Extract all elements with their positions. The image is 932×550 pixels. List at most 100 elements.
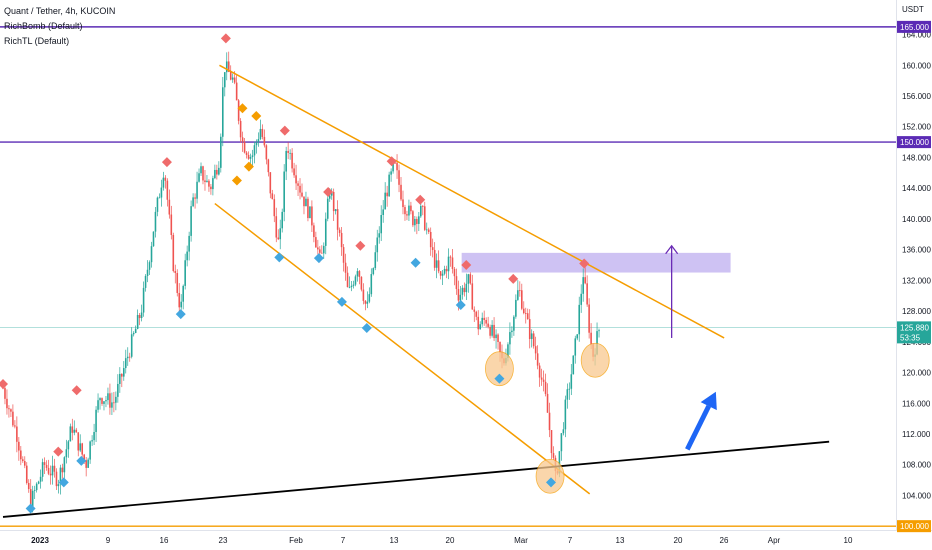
candle-body [301, 192, 303, 197]
candle-body [313, 225, 315, 238]
candle-body [103, 401, 105, 404]
candle-body [584, 277, 586, 284]
candle-body [374, 252, 377, 269]
candle-body [418, 216, 420, 224]
indicator-richtl[interactable]: RichTL (Default) [4, 36, 70, 46]
signal-diamond-marker[interactable] [455, 299, 466, 310]
candle-body [507, 344, 509, 358]
candle-body [281, 211, 284, 229]
time-tick-label: 26 [720, 536, 729, 545]
price-tick-label: 148.000 [902, 153, 931, 162]
candle-body [542, 379, 545, 382]
upper-channel-line[interactable] [219, 64, 725, 339]
signal-diamond-marker[interactable] [415, 194, 426, 205]
signal-diamond-marker[interactable] [243, 161, 254, 172]
candle-body [568, 388, 571, 390]
time-tick-label: Mar [514, 536, 528, 545]
time-tick-label: 9 [106, 536, 111, 545]
candle-body [287, 150, 289, 153]
time-axis[interactable]: 2023 9 16 23 Feb 7 13 20 Mar 7 13 20 26 Apr 10 [31, 536, 853, 545]
candle-body [35, 483, 38, 491]
signal-diamond-marker[interactable] [355, 240, 366, 251]
bull-arrow-shaft[interactable] [685, 404, 711, 451]
signal-diamond-marker[interactable] [274, 252, 285, 263]
signal-diamond-marker[interactable] [545, 477, 556, 488]
candle-body [455, 276, 458, 290]
signal-diamond-marker[interactable] [76, 455, 87, 466]
indicator-richbomb[interactable]: RichBomb (Default) [4, 21, 83, 31]
signal-diamond-marker[interactable] [279, 125, 290, 136]
highlight-circle[interactable] [535, 458, 565, 494]
candle-body [22, 459, 24, 462]
highlight-circle[interactable] [580, 342, 610, 378]
signal-diamond-marker[interactable] [0, 379, 8, 390]
candle-body [299, 185, 301, 193]
candle-body [493, 324, 495, 339]
candle-body [20, 450, 22, 460]
candle-body [423, 206, 426, 230]
drawings [2, 64, 830, 518]
signal-diamond-marker[interactable] [175, 309, 186, 320]
candle-body [388, 174, 390, 197]
last-price-label: 125.880 [900, 323, 929, 332]
signal-diamond-marker[interactable] [386, 156, 397, 167]
candle-body [562, 429, 565, 434]
signal-diamond-marker[interactable] [71, 385, 82, 396]
candle-body [178, 292, 181, 308]
candle-body [576, 334, 579, 339]
candle-body [475, 311, 478, 317]
signal-diamond-marker[interactable] [53, 446, 64, 457]
signal-diamond-marker[interactable] [58, 477, 69, 488]
candle-body [580, 293, 583, 305]
signal-diamond-marker[interactable] [494, 373, 505, 384]
signal-diamond-marker[interactable] [508, 273, 519, 284]
currency-label: USDT [902, 5, 924, 14]
time-tick-label: 7 [568, 536, 573, 545]
candle-body [243, 141, 246, 153]
candle-body [346, 272, 349, 288]
candle-body [358, 271, 361, 277]
candle-body [235, 82, 238, 101]
symbol-title[interactable]: Quant / Tether, 4h, KUCOIN [4, 6, 116, 16]
candle-body [421, 205, 424, 207]
signal-diamond-marker[interactable] [323, 187, 334, 198]
support-trendline[interactable] [2, 440, 830, 518]
candle-body [340, 232, 343, 248]
level-price-tag [897, 136, 931, 149]
candle-body [196, 181, 198, 199]
candle-body [400, 184, 402, 200]
signal-diamond-marker[interactable] [579, 258, 590, 269]
candle-body [79, 443, 82, 451]
candle-body [253, 145, 256, 156]
signal-diamond-marker[interactable] [25, 503, 36, 514]
signal-diamond-marker[interactable] [220, 33, 231, 44]
signal-diamond-marker[interactable] [231, 175, 242, 186]
candle-body [218, 167, 220, 175]
candle-body [495, 334, 497, 339]
candle-body [315, 237, 317, 248]
candle-body [317, 247, 319, 250]
lower-channel-line[interactable] [214, 202, 591, 495]
signal-diamond-marker[interactable] [410, 257, 421, 268]
candle-body [390, 171, 392, 175]
candle-body [324, 218, 327, 246]
signal-diamond-marker[interactable] [361, 322, 372, 333]
candle-body [532, 333, 535, 347]
candle-body [457, 289, 460, 301]
signal-diamond-marker[interactable] [461, 260, 472, 270]
signal-diamond-marker[interactable] [161, 157, 172, 168]
candle-body [354, 276, 357, 285]
price-axis[interactable]: 104.000108.000112.000116.000120.000124.0… [897, 5, 931, 533]
time-tick-label: 20 [674, 536, 683, 545]
signal-diamond-marker[interactable] [313, 253, 324, 264]
signal-diamond-marker[interactable] [336, 296, 347, 307]
candle-body [269, 172, 272, 194]
resistance-zone[interactable] [461, 252, 731, 273]
signal-diamond-marker[interactable] [251, 110, 262, 121]
candle-body [463, 287, 466, 293]
highlight-circle[interactable] [485, 351, 514, 387]
candle-body [376, 237, 379, 253]
signal-diamond-marker[interactable] [237, 103, 248, 114]
time-tick-label: Apr [768, 536, 781, 545]
